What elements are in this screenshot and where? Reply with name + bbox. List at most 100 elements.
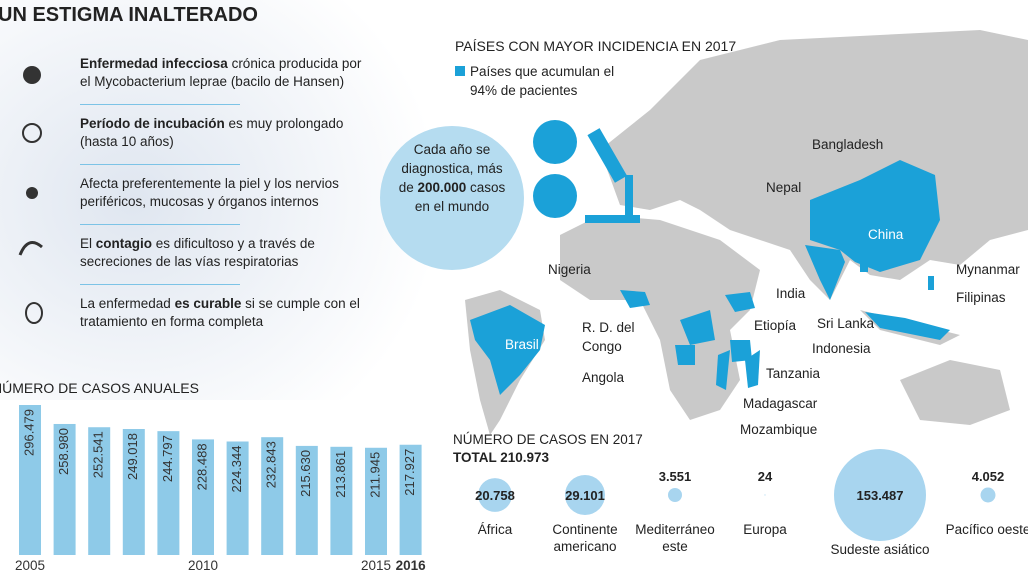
bubble	[980, 487, 996, 503]
country-label: China	[868, 227, 904, 242]
bar	[365, 447, 387, 555]
bar	[399, 444, 422, 555]
value-label: 20.758	[475, 488, 515, 503]
country-label: R. D. del Congo	[582, 320, 635, 354]
country-label: Madagascar	[743, 396, 818, 411]
country-label: Nepal	[766, 180, 802, 195]
country-label: Brasil	[505, 337, 539, 352]
country-label: Mynanmar	[956, 262, 1020, 277]
bar	[261, 437, 284, 555]
bubble	[834, 449, 926, 541]
text-part: El	[80, 236, 96, 251]
value-label: 3.551	[659, 469, 692, 484]
country-label: Bangladesh	[812, 137, 884, 152]
value-label: 215.630	[298, 450, 313, 497]
text-part: 200.000	[417, 180, 467, 195]
value-label: 249.018	[125, 433, 140, 480]
text-part: es curable	[174, 296, 242, 311]
fact-text: Afecta preferentemente la piel y los ner…	[80, 175, 372, 211]
country-label: Indonesia	[812, 341, 871, 356]
text-part: Enfermedad infecciosa	[80, 56, 228, 71]
value-label: 224.344	[229, 445, 244, 492]
value-label: 29.101	[565, 488, 605, 503]
x-tick-label: 2016	[396, 558, 427, 573]
separator	[80, 164, 240, 165]
value-label: 228.488	[194, 443, 209, 490]
category-label: Sudeste asiático	[830, 542, 930, 557]
bar	[53, 423, 76, 555]
microscope-icon	[585, 128, 640, 223]
x-tick-label: 2015	[361, 558, 391, 573]
text-part: contagio	[95, 236, 153, 251]
category-label: Mediterráneo este	[635, 522, 715, 554]
legend-swatch	[455, 66, 465, 76]
legend-text: Países que acumulan el 94% de pacientes	[470, 64, 615, 98]
value-label: 258.980	[56, 428, 71, 475]
value-label: 252.541	[91, 431, 106, 478]
callout-text: Cada año se diagnostica, más de 200.000 …	[398, 140, 506, 216]
bubble	[478, 478, 512, 512]
text-part: Cada año se diagnostica, más de	[398, 142, 503, 195]
bacteria-icon	[533, 120, 577, 164]
country-label: Mozambique	[740, 422, 818, 437]
bar	[330, 446, 353, 555]
bar	[88, 427, 111, 555]
category-label: Continente americano	[552, 522, 618, 554]
value-label: 211.945	[367, 452, 382, 498]
page-title: UN ESTIGMA INALTERADO	[0, 4, 258, 26]
country-label: Etiopía	[754, 318, 797, 333]
x-tick-label: 2005	[15, 558, 45, 573]
chart-title: NÚMERO DE CASOS EN 2017	[453, 432, 643, 447]
value-label: 232.843	[264, 441, 279, 488]
country-label: Sri Lanka	[817, 316, 875, 331]
value-label: 153.487	[857, 488, 904, 503]
bubble	[764, 494, 766, 496]
text-part: es muy prolongado (hasta 10 años)	[80, 116, 344, 149]
bar	[122, 429, 145, 555]
value-label: 244.797	[160, 435, 175, 482]
bubble	[668, 488, 682, 502]
value-label: 24	[758, 469, 773, 484]
value-label: 4.052	[972, 469, 1005, 484]
value-label: 296.479	[21, 409, 36, 456]
bar	[157, 431, 180, 555]
separator	[80, 224, 240, 225]
value-label: 213.861	[333, 451, 348, 498]
fact-text: El contagio es dificultoso y a través de…	[80, 235, 372, 271]
category-label: Pacífico oeste	[945, 522, 1028, 537]
text-part: crónica producida por el Mycobacterium l…	[80, 56, 362, 89]
category-label: Europa	[743, 522, 787, 537]
bacteria-icon	[533, 174, 577, 218]
map-title: PAÍSES CON MAYOR INCIDENCIA EN 2017	[455, 38, 737, 54]
country-label: Filipinas	[956, 290, 1006, 305]
country-label: Angola	[582, 370, 625, 385]
fact-text: La enfermedad es curable si se cumple co…	[80, 295, 372, 331]
bar	[226, 441, 249, 555]
text-part: casos en el mundo	[414, 180, 506, 214]
separator	[80, 104, 240, 105]
bubble	[564, 474, 606, 516]
separator	[80, 284, 240, 285]
text-part: Afecta preferentemente la piel y los ner…	[80, 176, 339, 209]
chart-subtitle: TOTAL 210.973	[453, 450, 550, 465]
value-label: 217.927	[402, 449, 417, 496]
fact-text: Enfermedad infecciosa crónica producida …	[80, 55, 372, 91]
category-label: África	[477, 522, 513, 537]
fact-text: Período de incubación es muy prolongado …	[80, 115, 372, 151]
country-label: Tanzania	[766, 366, 821, 381]
text-part: Período de incubación	[80, 116, 225, 131]
text-part: La enfermedad	[80, 296, 175, 311]
bacteria-backdrop	[0, 0, 440, 400]
country-label: Nigeria	[548, 262, 591, 277]
text-part: es dificultoso y a través de secreciones…	[80, 236, 315, 269]
bar	[192, 439, 214, 555]
country-label: India	[776, 286, 806, 301]
callout-circle	[380, 126, 524, 270]
text-part: si se cumple con el tratamiento en forma…	[80, 296, 360, 329]
chart-title: NÚMERO DE CASOS ANUALES	[0, 380, 199, 396]
bar	[295, 445, 318, 555]
highlight-countries	[470, 160, 950, 395]
